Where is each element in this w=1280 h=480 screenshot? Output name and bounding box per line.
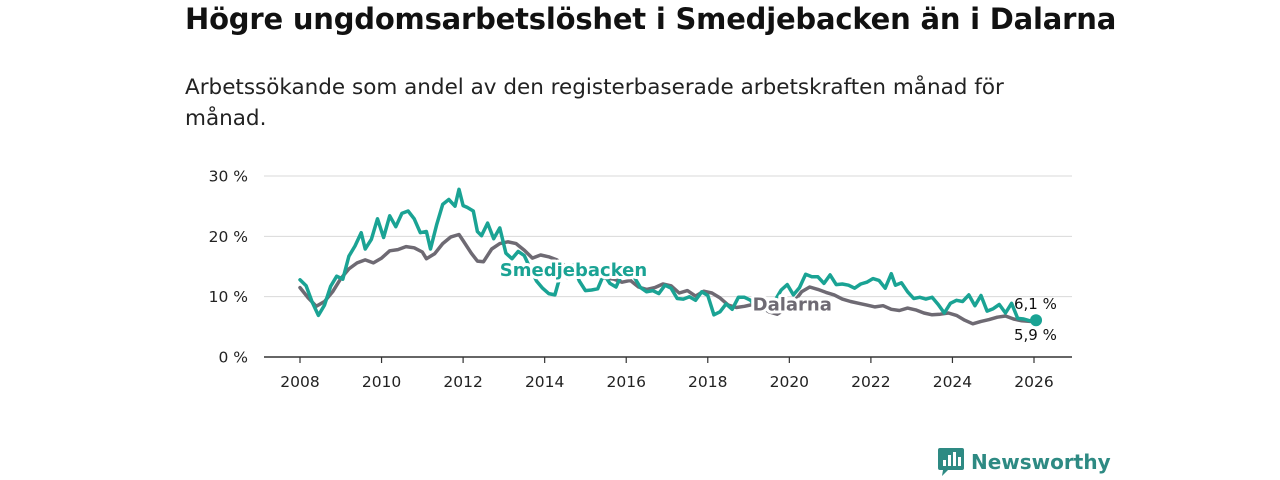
brand[interactable]: Newsworthy bbox=[938, 448, 1111, 476]
brand-name: Newsworthy bbox=[971, 450, 1111, 474]
series-label-dalarna: Dalarna bbox=[753, 295, 832, 316]
series-line-dalarna bbox=[298, 232, 1038, 326]
end-label-dalarna: 5,9 % bbox=[1014, 326, 1057, 344]
y-tick-label: 0 % bbox=[218, 349, 248, 367]
series-label-halo: Dalarna bbox=[753, 295, 832, 316]
x-tick-label: 2008 bbox=[280, 373, 319, 391]
y-tick-label: 10 % bbox=[209, 288, 248, 306]
series-label-halo: Smedjebacken bbox=[500, 260, 647, 281]
x-tick-label: 2010 bbox=[362, 373, 401, 391]
series-line-smedjebacken bbox=[298, 187, 1038, 323]
x-tick-label: 2026 bbox=[1014, 373, 1053, 391]
end-label-smedjebacken: 6,1 % bbox=[1014, 295, 1057, 313]
chart-subtitle: Arbetssökande som andel av den registerb… bbox=[185, 75, 1004, 131]
y-tick-label: 30 % bbox=[209, 168, 248, 186]
x-tick-label: 2016 bbox=[606, 373, 645, 391]
x-tick-label: 2014 bbox=[525, 373, 564, 391]
x-tick-label: 2024 bbox=[933, 373, 972, 391]
series-label-smedjebacken: Smedjebacken bbox=[500, 260, 647, 281]
x-tick-label: 2012 bbox=[443, 373, 482, 391]
newsworthy-logo-icon bbox=[938, 448, 964, 476]
x-tick-label: 2020 bbox=[770, 373, 809, 391]
end-marker-smedjebacken bbox=[1030, 314, 1043, 327]
y-tick-label: 20 % bbox=[209, 228, 248, 246]
chart-title: Högre ungdomsarbetslöshet i Smedjebacken… bbox=[185, 2, 1117, 36]
x-tick-label: 2022 bbox=[851, 373, 890, 391]
x-tick-label: 2018 bbox=[688, 373, 727, 391]
